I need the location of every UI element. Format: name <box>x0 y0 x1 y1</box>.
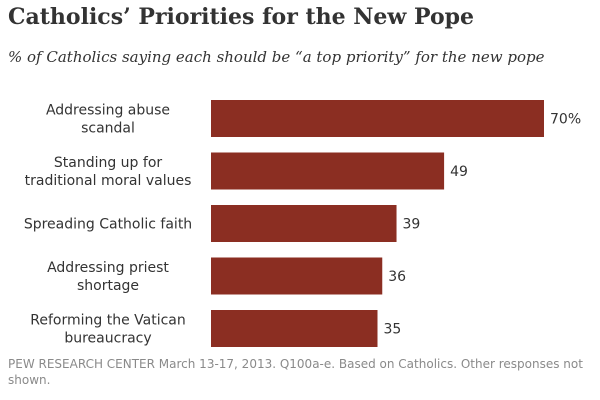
category-label-3: Addressing priest shortage <box>47 260 169 294</box>
category-label-4: Reforming the Vatican bureaucracy <box>30 313 185 347</box>
bar-3 <box>211 257 383 295</box>
category-label-0: Addressing abuse scandal <box>46 103 170 137</box>
bar-4 <box>211 310 378 347</box>
value-label-3: 36 <box>388 269 406 285</box>
category-label-1: Standing up for traditional moral values <box>25 155 192 189</box>
value-label-0: 70% <box>550 112 581 128</box>
value-label-1: 49 <box>450 164 468 180</box>
chart-title: Catholics’ Priorities for the New Pope <box>8 4 474 30</box>
value-label-4: 35 <box>384 322 402 338</box>
source-note: PEW RESEARCH CENTER March 13-17, 2013. Q… <box>8 357 583 387</box>
bar-1 <box>211 152 445 190</box>
value-label-2: 39 <box>403 217 421 233</box>
category-label-2: Spreading Catholic faith <box>24 217 192 233</box>
bar-2 <box>211 205 397 242</box>
chart-subtitle: % of Catholics saying each should be “a … <box>8 48 545 66</box>
bar-0 <box>211 100 544 137</box>
